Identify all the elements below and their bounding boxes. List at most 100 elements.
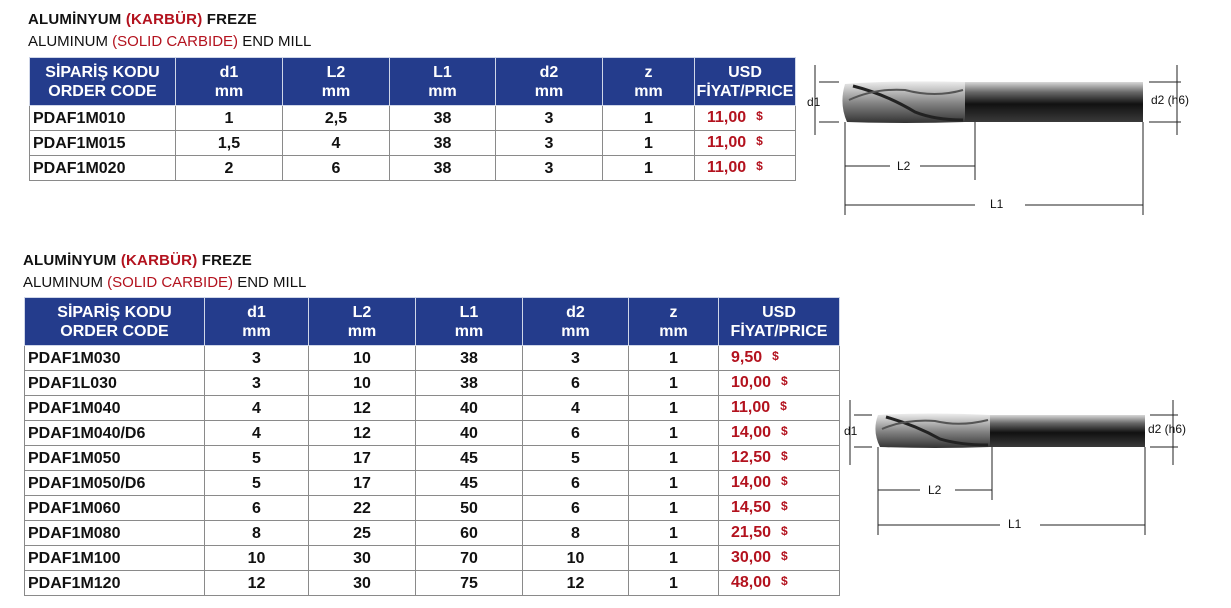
cell-price: 30,00 $ xyxy=(718,545,840,571)
cell-d1: 3 xyxy=(204,370,309,396)
cell-l1: 75 xyxy=(415,570,523,596)
cell-l2: 22 xyxy=(308,495,416,521)
cell-order-code: PDAF1M100 xyxy=(24,545,205,571)
title-tr-1: ALUMİNYUM (KARBÜR) FREZE xyxy=(28,11,257,28)
cell-d2: 3 xyxy=(495,105,603,131)
header-label: L2 xyxy=(326,63,346,81)
cell-l1: 70 xyxy=(415,545,523,571)
currency-symbol: $ xyxy=(781,424,788,438)
cell-l1: 45 xyxy=(415,470,523,496)
cell-d2: 6 xyxy=(522,370,629,396)
cell-price: 48,00 $ xyxy=(718,570,840,596)
cell-d2: 3 xyxy=(495,155,603,181)
cell-order-code: PDAF1M060 xyxy=(24,495,205,521)
price-value: 12,50 xyxy=(731,449,772,466)
cell-z: 1 xyxy=(628,470,719,496)
table-body: PDAF1M030 3 10 38 3 1 9,50 $ PDAF1L030 3 10 38 6 1 10,… xyxy=(24,345,840,596)
cell-d1: 2 xyxy=(175,155,283,181)
header-label: z xyxy=(644,63,653,81)
header-unit: mm xyxy=(242,322,271,340)
product-table-1: SİPARİŞ KODU ORDER CODE d1 mm L2 mm L1 mm d2… xyxy=(29,57,796,181)
price-value: 21,50 xyxy=(731,524,772,541)
cell-l2: 17 xyxy=(308,470,416,496)
title-tr-highlight: (KARBÜR) xyxy=(120,252,198,269)
table-row: PDAF1M050 5 17 45 5 1 12,50 $ xyxy=(24,445,840,471)
currency-symbol: $ xyxy=(756,134,763,148)
end-mill-drawing xyxy=(849,400,1178,535)
table-row: PDAF1M080 8 25 60 8 1 21,50 $ xyxy=(24,520,840,546)
price-value: 14,00 xyxy=(731,424,772,441)
cell-l1: 40 xyxy=(415,395,523,421)
cell-d1: 1 xyxy=(175,105,283,131)
col-l1: L1 mm xyxy=(415,297,523,346)
header-label: d2 xyxy=(539,63,559,81)
price-value: 14,50 xyxy=(731,499,772,516)
title-en-part: END MILL xyxy=(238,33,312,50)
cell-l1: 38 xyxy=(415,345,523,371)
cell-z: 1 xyxy=(628,520,719,546)
table-row: PDAF1M060 6 22 50 6 1 14,50 $ xyxy=(24,495,840,521)
end-mill-diagram-1: d1 d2 (h6) L2 L1 xyxy=(805,60,1205,220)
cell-order-code: PDAF1M050/D6 xyxy=(24,470,205,496)
table-row: PDAF1M100 10 30 70 10 1 30,00 $ xyxy=(24,545,840,571)
price-value: 9,50 xyxy=(731,349,763,366)
cell-l1: 38 xyxy=(389,155,496,181)
col-z: z mm xyxy=(602,57,695,106)
header-label: SİPARİŞ KODU xyxy=(45,63,160,81)
cell-d1: 3 xyxy=(204,345,309,371)
title-tr-part: ALUMİNYUM xyxy=(28,11,126,28)
header-label: ORDER CODE xyxy=(60,322,169,340)
cell-d2: 3 xyxy=(495,130,603,156)
cell-d1: 5 xyxy=(204,445,309,471)
cell-order-code: PDAF1M030 xyxy=(24,345,205,371)
cell-order-code: PDAF1M020 xyxy=(29,155,176,181)
cell-d2: 10 xyxy=(522,545,629,571)
title-en-highlight: (SOLID CARBIDE) xyxy=(112,33,239,50)
cell-price: 14,50 $ xyxy=(718,495,840,521)
price-value: 11,00 xyxy=(707,159,747,176)
table-row: PDAF1M040 4 12 40 4 1 11,00 $ xyxy=(24,395,840,421)
title-tr-2: ALUMİNYUM (KARBÜR) FREZE xyxy=(23,252,252,269)
title-en-1: ALUMINUM (SOLID CARBIDE) END MILL xyxy=(28,33,311,50)
currency-symbol: $ xyxy=(781,499,788,513)
header-unit: mm xyxy=(454,322,484,340)
cell-l1: 45 xyxy=(415,445,523,471)
col-order-code: SİPARİŞ KODU ORDER CODE xyxy=(24,297,205,346)
col-d2: d2 mm xyxy=(495,57,603,106)
header-unit: mm xyxy=(659,322,688,340)
cell-z: 1 xyxy=(628,445,719,471)
header-label: USD xyxy=(728,63,762,81)
end-mill-diagram-2: d1 d2 (h6) L2 L1 xyxy=(840,395,1225,540)
cell-z: 1 xyxy=(628,420,719,446)
col-l2: L2 mm xyxy=(308,297,416,346)
cell-d2: 6 xyxy=(522,420,629,446)
header-label: USD xyxy=(762,303,796,321)
cell-l2: 10 xyxy=(308,345,416,371)
cell-l2: 30 xyxy=(308,570,416,596)
cell-price: 9,50 $ xyxy=(718,345,840,371)
cell-price: 11,00 $ xyxy=(694,105,796,131)
cell-d1: 8 xyxy=(204,520,309,546)
currency-symbol: $ xyxy=(781,374,788,388)
cell-price: 12,50 $ xyxy=(718,445,840,471)
price-value: 14,00 xyxy=(731,474,772,491)
title-tr-part: ALUMİNYUM xyxy=(23,252,121,269)
cell-l2: 12 xyxy=(308,395,416,421)
cell-price: 11,00 $ xyxy=(694,155,796,181)
table-row: PDAF1L030 3 10 38 6 1 10,00 $ xyxy=(24,370,840,396)
currency-symbol: $ xyxy=(781,474,788,488)
cell-d1: 6 xyxy=(204,495,309,521)
header-label: L1 xyxy=(433,63,452,81)
table-row: PDAF1M030 3 10 38 3 1 9,50 $ xyxy=(24,345,840,371)
cell-order-code: PDAF1M080 xyxy=(24,520,205,546)
currency-symbol: $ xyxy=(781,449,788,463)
currency-symbol: $ xyxy=(781,524,788,538)
header-unit: mm xyxy=(634,82,663,100)
title-en-highlight: (SOLID CARBIDE) xyxy=(107,274,234,291)
title-en-part: ALUMINUM xyxy=(28,33,113,50)
cell-l2: 30 xyxy=(308,545,416,571)
cell-z: 1 xyxy=(628,545,719,571)
table-row: PDAF1M015 1,5 4 38 3 1 11,00 $ xyxy=(29,130,796,156)
cell-l1: 50 xyxy=(415,495,523,521)
cell-d2: 3 xyxy=(522,345,629,371)
